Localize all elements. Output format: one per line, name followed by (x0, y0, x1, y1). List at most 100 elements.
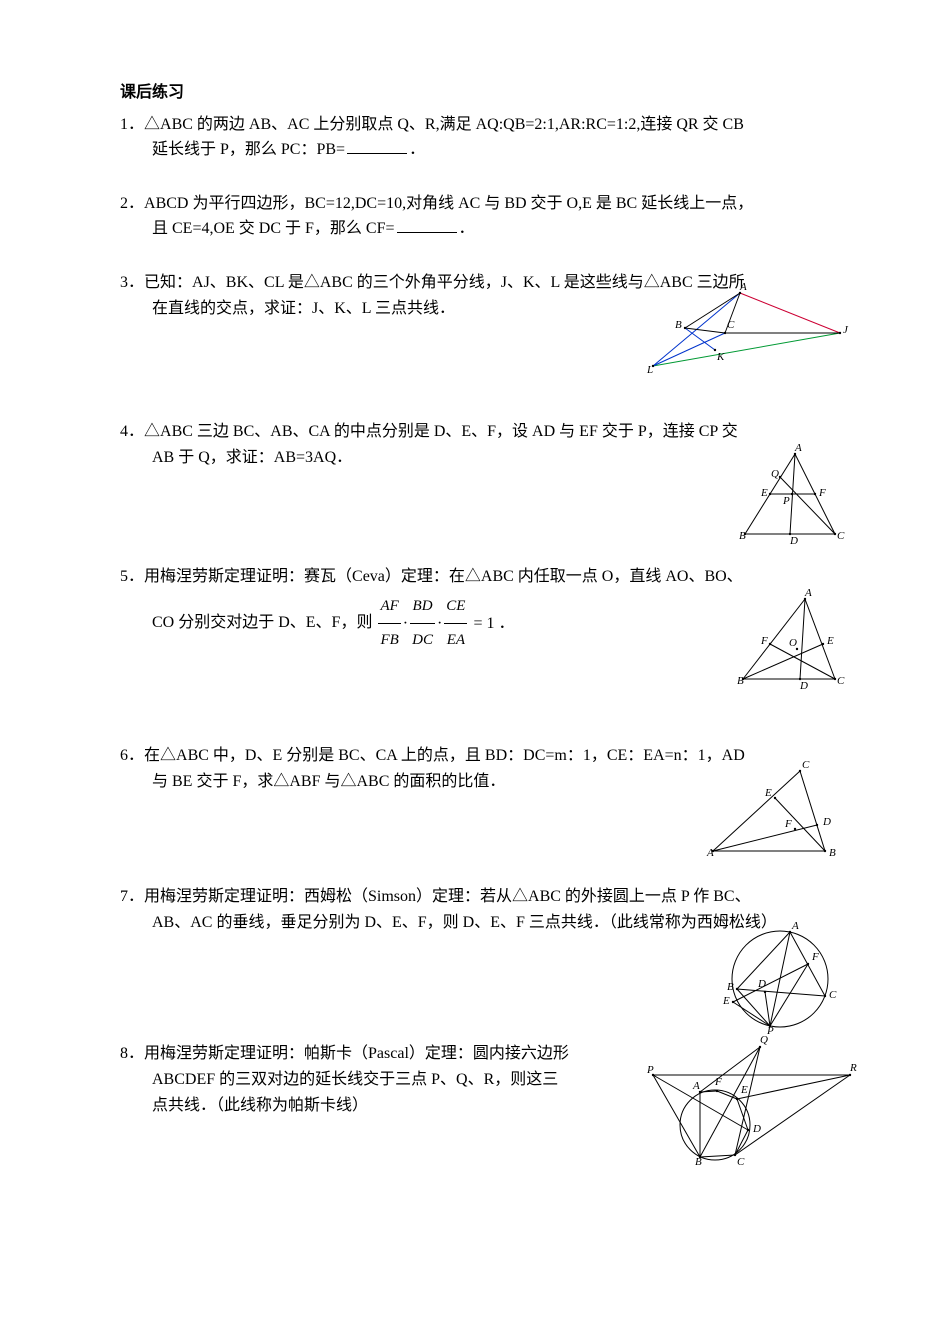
p8-text2: ABCDEF 的三双对边的延长线交于三点 P、Q、R，则这三 (152, 1071, 558, 1088)
problem-6: 6．在△ABC 中，D、E 分别是 BC、CA 上的点，且 BD：DC=m：1，… (120, 743, 825, 856)
svg-text:O: O (789, 637, 797, 649)
p4-figure: ABCDEFPQ (735, 449, 845, 553)
svg-text:F: F (760, 635, 768, 647)
svg-text:C: C (829, 989, 837, 1001)
p5-formula: AFFB · BDDC · CEEA = 1 ． (376, 590, 514, 657)
p5-text1: 用梅涅劳斯定理证明：赛瓦（Ceva）定理：在△ABC 内任取一点 O，直线 AO… (144, 568, 743, 585)
problem-5: 5．用梅涅劳斯定理证明：赛瓦（Ceva）定理：在△ABC 内任取一点 O，直线 … (120, 564, 825, 715)
svg-text:E: E (826, 635, 834, 647)
p8-figure: A B C D E F P Q R (645, 1035, 855, 1179)
problem-1: 1．△ABC 的两边 AB、AC 上分别取点 Q、R,满足 AQ:QB=2:1,… (120, 112, 825, 163)
p2-text2: 且 CE=4,OE 交 DC 于 F，那么 CF= (152, 220, 395, 237)
svg-text:E: E (760, 487, 768, 499)
svg-text:Q: Q (760, 1034, 768, 1046)
svg-text:B: B (737, 675, 744, 687)
p7-line1: 7．用梅涅劳斯定理证明：西姆松（Simson）定理：若从△ABC 的外接圆上一点… (120, 884, 825, 910)
svg-text:F: F (714, 1076, 722, 1088)
answer-blank (347, 137, 407, 154)
p6-figure: ABCDEF (705, 763, 845, 872)
p2-text1: ABCD 为平行四边形，BC=12,DC=10,对角线 AC 与 BD 交于 O… (144, 195, 753, 212)
svg-text:C: C (727, 319, 735, 331)
frac-3: CEEA (444, 590, 467, 657)
svg-text:D: D (757, 978, 766, 990)
svg-text:L: L (646, 364, 653, 376)
frac-2: BDDC (410, 590, 435, 657)
svg-text:F: F (784, 818, 792, 830)
svg-text:D: D (789, 535, 798, 547)
svg-text:P: P (646, 1064, 654, 1076)
svg-text:C: C (737, 1156, 745, 1168)
p6-num: 6． (120, 747, 144, 764)
svg-text:D: D (752, 1123, 761, 1135)
p2-line1: 2．ABCD 为平行四边形，BC=12,DC=10,对角线 AC 与 BD 交于… (120, 191, 825, 217)
svg-text:C: C (837, 675, 845, 687)
problem-7: 7．用梅涅劳斯定理证明：西姆松（Simson）定理：若从△ABC 的外接圆上一点… (120, 884, 825, 1013)
p7-text1: 用梅涅劳斯定理证明：西姆松（Simson）定理：若从△ABC 的外接圆上一点 P… (144, 888, 751, 905)
p4-svg: ABCDEFPQ (735, 449, 845, 544)
p1-num: 1． (120, 116, 144, 133)
svg-text:C: C (837, 530, 845, 542)
p3-num: 3． (120, 274, 144, 291)
p2-num: 2． (120, 195, 144, 212)
svg-text:F: F (818, 487, 826, 499)
problem-2: 2．ABCD 为平行四边形，BC=12,DC=10,对角线 AC 与 BD 交于… (120, 191, 825, 242)
p5-line1: 5．用梅涅劳斯定理证明：赛瓦（Ceva）定理：在△ABC 内任取一点 O，直线 … (120, 564, 825, 590)
p1-line2: 延长线于 P，那么 PC：PB=． (120, 137, 825, 163)
svg-text:A: A (692, 1080, 700, 1092)
p8-svg: A B C D E F P Q R (645, 1035, 855, 1170)
p7-figure: ABCPDEF (715, 924, 845, 1048)
svg-text:B: B (727, 981, 734, 993)
svg-text:E: E (722, 995, 730, 1007)
svg-text:D: D (822, 816, 831, 828)
p5-num: 5． (120, 568, 144, 585)
p4-line2: AB 于 Q，求证：AB=3AQ． (120, 445, 825, 471)
svg-text:A: A (794, 442, 802, 454)
svg-text:A: A (804, 587, 812, 599)
svg-text:K: K (716, 351, 725, 363)
svg-text:J: J (843, 324, 849, 336)
svg-text:B: B (829, 847, 836, 859)
svg-text:B: B (695, 1156, 702, 1168)
svg-text:Q: Q (771, 468, 779, 480)
p2-line2: 且 CE=4,OE 交 DC 于 F，那么 CF=． (120, 216, 825, 242)
dot-2: · (437, 606, 442, 641)
svg-text:R: R (849, 1062, 857, 1074)
frac-1: AFFB (378, 590, 400, 657)
svg-text:A: A (706, 847, 714, 859)
p8-num: 8． (120, 1045, 144, 1062)
svg-text:F: F (811, 951, 819, 963)
p7-num: 7． (120, 888, 144, 905)
svg-text:B: B (739, 530, 746, 542)
p4-text1: △ABC 三边 BC、AB、CA 的中点分别是 D、E、F，设 AD 与 EF … (144, 423, 738, 440)
p1-text1: △ABC 的两边 AB、AC 上分别取点 Q、R,满足 AQ:QB=2:1,AR… (144, 116, 744, 133)
p1-text2: 延长线于 P，那么 PC：PB= (152, 141, 345, 158)
problem-3: 3．已知：AJ、BK、CL 是△ABC 的三个外角平分线，J、K、L 是这些线与… (120, 270, 825, 391)
page: 课后练习 1．△ABC 的两边 AB、AC 上分别取点 Q、R,满足 AQ:QB… (0, 0, 945, 1336)
p5-figure: ABCDEFO (735, 594, 845, 698)
svg-text:P: P (782, 495, 790, 507)
p1-line1: 1．△ABC 的两边 AB、AC 上分别取点 Q、R,满足 AQ:QB=2:1,… (120, 112, 825, 138)
p5-line2: CO 分别交对边于 D、E、F，则 AFFB · BDDC · CEEA = 1… (120, 590, 825, 657)
svg-text:E: E (740, 1084, 748, 1096)
p5-text2: CO 分别交对边于 D、E、F，则 (152, 614, 376, 631)
p3-text2: 在直线的交点，求证：J、K、L 三点共线． (152, 300, 455, 317)
svg-text:E: E (764, 787, 772, 799)
p5-svg: ABCDEFO (735, 594, 845, 689)
dot-1: · (403, 606, 408, 641)
p3-figure: ABCJKL (645, 288, 845, 387)
p6-text1: 在△ABC 中，D、E 分别是 BC、CA 上的点，且 BD：DC=m：1，CE… (144, 747, 745, 764)
svg-text:C: C (802, 759, 810, 771)
svg-text:A: A (791, 920, 799, 932)
svg-text:A: A (739, 281, 747, 293)
p6-text2: 与 BE 交于 F，求△ABF 与△ABC 的面积的比值． (152, 773, 505, 790)
p4-num: 4． (120, 423, 144, 440)
p4-text2: AB 于 Q，求证：AB=3AQ． (152, 449, 352, 466)
problem-8: 8．用梅涅劳斯定理证明：帕斯卡（Pascal）定理：圆内接六边形 ABCDEF … (120, 1041, 825, 1178)
p7-svg: ABCPDEF (715, 924, 845, 1039)
p4-line1: 4．△ABC 三边 BC、AB、CA 的中点分别是 D、E、F，设 AD 与 E… (120, 419, 825, 445)
p7-text2: AB、AC 的垂线，垂足分别为 D、E、F，则 D、E、F 三点共线．（此线常称… (152, 914, 777, 931)
answer-blank (397, 216, 457, 233)
svg-text:B: B (675, 319, 682, 331)
eq-rhs: = 1 ． (473, 606, 514, 641)
p8-text1: 用梅涅劳斯定理证明：帕斯卡（Pascal）定理：圆内接六边形 (144, 1045, 569, 1062)
